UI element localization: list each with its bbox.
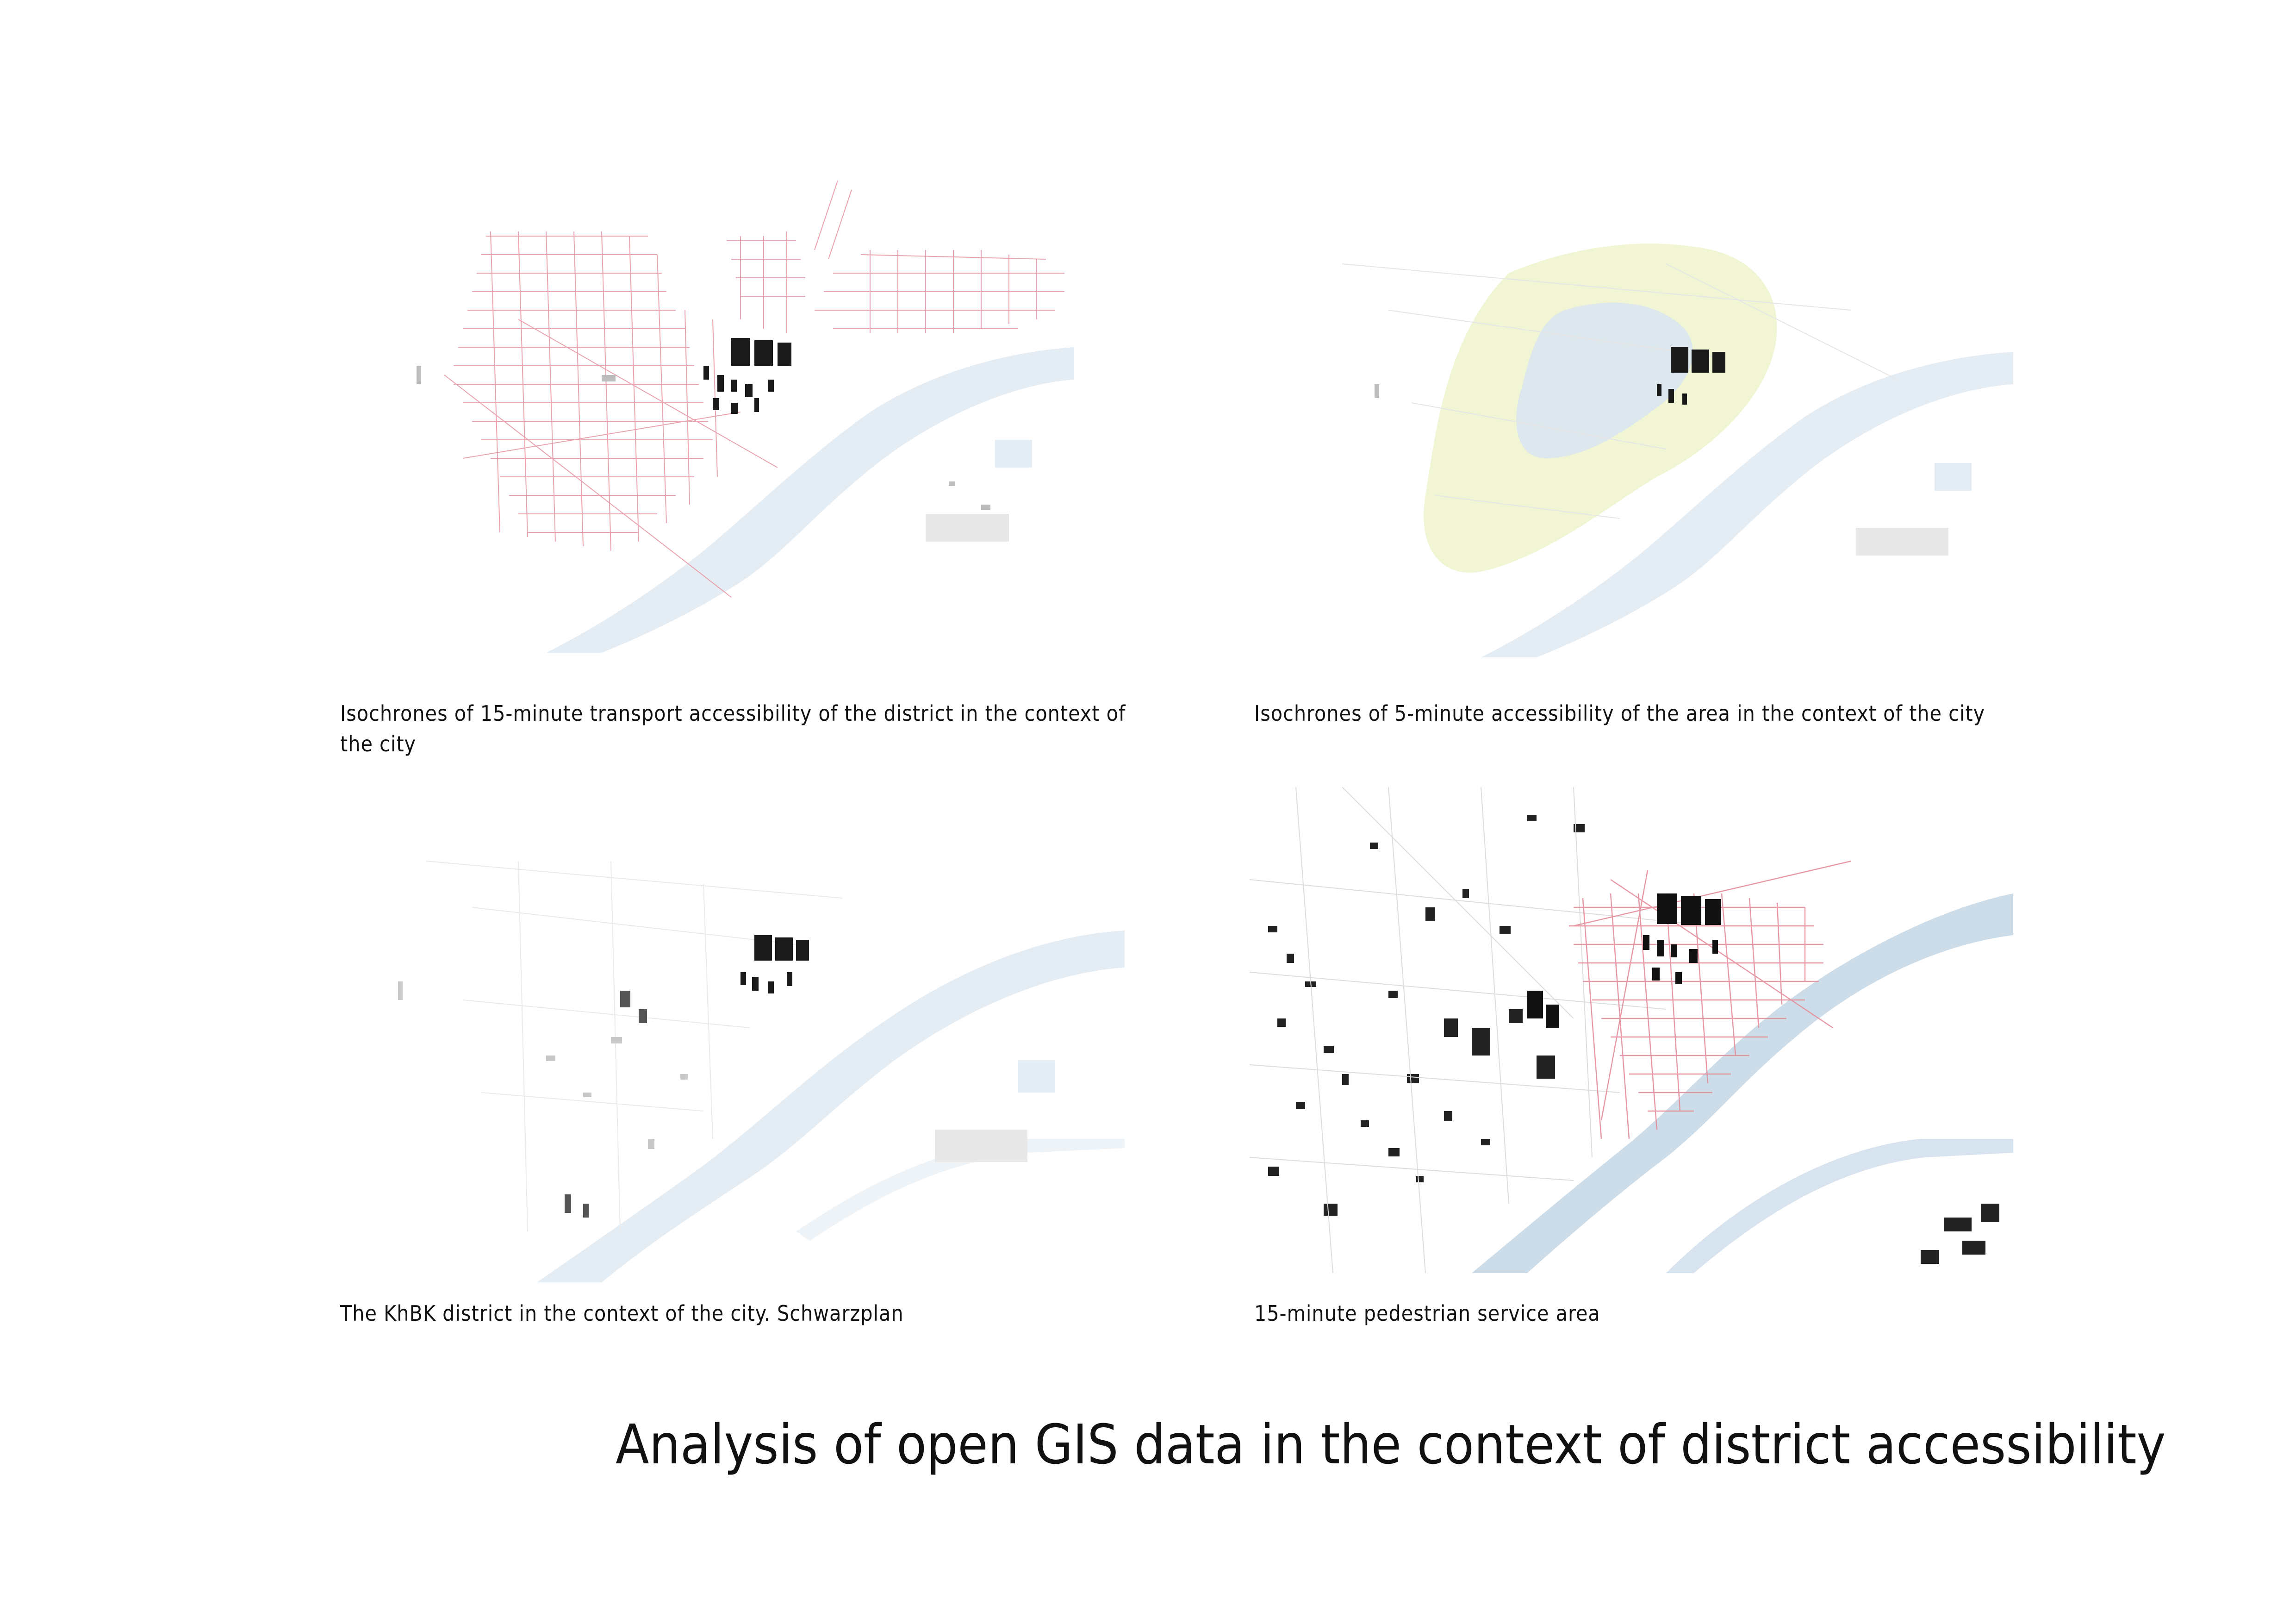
map-schwarzplan (287, 815, 1125, 1282)
caption-transport-isochrones: Isochrones of 15-minute transport access… (340, 701, 1126, 756)
map-transport-isochrones (324, 181, 1074, 653)
river (1472, 893, 2013, 1273)
map-schwarzplan-graphic (398, 861, 1125, 1282)
map-5min-isochrones (1250, 218, 2013, 657)
pedestrian-network (1569, 860, 1852, 1139)
map-pedestrian-service-area (1250, 787, 2013, 1273)
caption-5min-isochrones: Isochrones of 5-minute accessibility of … (1254, 701, 1985, 726)
map-transport-isochrones-graphic (417, 181, 1074, 653)
isochrone-zone-inner (1516, 302, 1693, 458)
district-buildings (1527, 893, 1721, 1028)
page-title: Analysis of open GIS data in the context… (616, 1412, 2166, 1476)
caption-schwarzplan: The KhBK district in the context of the … (340, 1301, 904, 1326)
river (537, 931, 1125, 1282)
map-5min-isochrones-graphic (1342, 244, 2013, 657)
district-buildings (703, 338, 791, 414)
map-pedestrian-service-area-graphic (1250, 787, 2013, 1273)
caption-pedestrian-service-area: 15-minute pedestrian service area (1254, 1301, 1600, 1326)
